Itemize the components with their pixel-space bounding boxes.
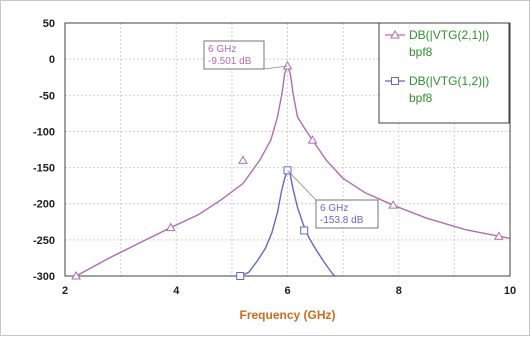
y-tick-label: 50 (43, 18, 55, 30)
legend-series-sub: bpf8 (409, 45, 433, 59)
series-marker-1 (494, 231, 504, 240)
x-tick-label: 8 (396, 285, 402, 297)
x-tick-label: 4 (173, 285, 180, 297)
legend-series-name: DB(|VTG(1,2)|) (409, 74, 489, 88)
legend-marker-2 (391, 77, 399, 85)
legend-marker-1 (390, 29, 400, 39)
series-marker-1 (388, 200, 399, 209)
series-marker-2 (236, 272, 245, 280)
y-tick-label: -50 (39, 90, 55, 102)
y-tick-label: -200 (33, 199, 55, 211)
x-tick-label: 2 (62, 285, 68, 297)
annotation-leader (263, 65, 288, 70)
series-line-1 (75, 63, 510, 276)
x-axis-label: Frequency (GHz) (239, 308, 335, 322)
y-tick-label: -250 (33, 235, 55, 247)
legend-box (378, 22, 510, 124)
annotation-value: -9.501 dB (208, 56, 252, 67)
legend-series-name: DB(|VTG(2,1)|) (409, 28, 489, 42)
series-marker-1 (71, 270, 81, 280)
annotation-box (203, 40, 265, 70)
annotation-box (315, 199, 379, 229)
legend-series-sub: bpf8 (409, 91, 433, 105)
annotation-freq: 6 GHz (320, 203, 348, 214)
series-marker-1 (307, 135, 318, 144)
plot-border (64, 22, 511, 277)
y-tick-label: -100 (33, 126, 55, 138)
series-marker-1 (165, 222, 176, 232)
series-marker-2 (300, 226, 309, 235)
annotation-leader (287, 170, 317, 201)
y-tick-label: -150 (33, 163, 55, 175)
series-marker-1 (238, 155, 248, 164)
annotation-freq: 6 GHz (208, 44, 236, 55)
y-tick-label: 0 (49, 54, 55, 66)
series-marker-1 (282, 61, 293, 70)
x-tick-label: 10 (504, 285, 516, 297)
y-tick-label: -300 (33, 271, 55, 283)
x-tick-label: 6 (284, 285, 290, 297)
annotation-value: -153.8 dB (320, 215, 364, 226)
